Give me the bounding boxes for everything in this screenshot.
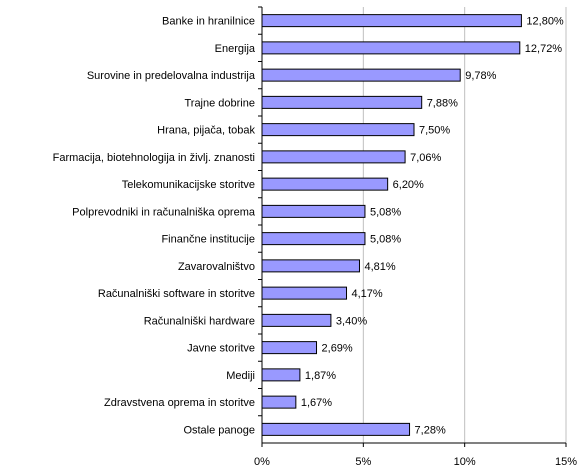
y-tick-label: Finančne institucije bbox=[161, 234, 255, 246]
value-label: 6,20% bbox=[393, 179, 424, 191]
value-label: 5,08% bbox=[370, 234, 401, 246]
y-tick-label: Računalniški hardware bbox=[144, 315, 255, 327]
bar bbox=[261, 150, 406, 164]
value-label: 4,81% bbox=[364, 261, 395, 273]
x-tick-label: 0% bbox=[254, 456, 270, 468]
value-label: 1,87% bbox=[305, 370, 336, 382]
y-tick-label: Telekomunikacijske storitve bbox=[122, 179, 255, 191]
y-tick-label: Zdravstvena oprema in storitve bbox=[104, 397, 255, 409]
bar bbox=[261, 341, 318, 355]
y-tick-label: Farmacija, biotehnologija in življ. znan… bbox=[53, 152, 255, 164]
y-tick-label: Ostale panoge bbox=[183, 424, 255, 436]
y-tick-label: Energija bbox=[215, 43, 256, 55]
bar bbox=[261, 259, 360, 273]
y-tick-label: Računalniški software in storitve bbox=[98, 288, 255, 300]
value-label: 4,17% bbox=[352, 288, 383, 300]
value-label: 7,28% bbox=[415, 424, 446, 436]
bar bbox=[261, 14, 522, 28]
bar bbox=[261, 368, 301, 382]
bar bbox=[261, 395, 297, 409]
bar bbox=[261, 313, 332, 327]
bar bbox=[261, 41, 521, 55]
y-tick-label: Javne storitve bbox=[187, 343, 255, 355]
value-label: 3,40% bbox=[336, 315, 367, 327]
bar bbox=[261, 422, 411, 436]
value-label: 7,06% bbox=[410, 152, 441, 164]
bar bbox=[261, 68, 461, 82]
value-label: 7,88% bbox=[427, 97, 458, 109]
x-tick-label: 15% bbox=[555, 456, 577, 468]
x-tick-label: 5% bbox=[355, 456, 371, 468]
x-tick-label: 10% bbox=[454, 456, 476, 468]
value-label: 1,67% bbox=[301, 397, 332, 409]
y-tick-label: Banke in hranilnice bbox=[162, 16, 255, 28]
value-label: 5,08% bbox=[370, 206, 401, 218]
bar bbox=[261, 204, 366, 218]
y-tick-label: Mediji bbox=[226, 370, 255, 382]
y-tick-label: Hrana, pijača, tobak bbox=[157, 125, 255, 137]
bar bbox=[261, 286, 348, 300]
bar bbox=[261, 232, 366, 246]
bar bbox=[261, 123, 415, 137]
bar bbox=[261, 95, 423, 109]
value-label: 2,69% bbox=[322, 343, 353, 355]
y-tick-label: Polprevodniki in računalniška oprema bbox=[72, 206, 256, 218]
y-tick-label: Surovine in predelovalna industrija bbox=[87, 70, 256, 82]
value-label: 12,80% bbox=[526, 16, 564, 28]
bar bbox=[261, 177, 389, 191]
y-tick-label: Zavarovalništvo bbox=[178, 261, 255, 273]
value-label: 9,78% bbox=[465, 70, 496, 82]
value-label: 7,50% bbox=[419, 125, 450, 137]
value-label: 12,72% bbox=[525, 43, 563, 55]
y-tick-label: Trajne dobrine bbox=[184, 97, 255, 109]
